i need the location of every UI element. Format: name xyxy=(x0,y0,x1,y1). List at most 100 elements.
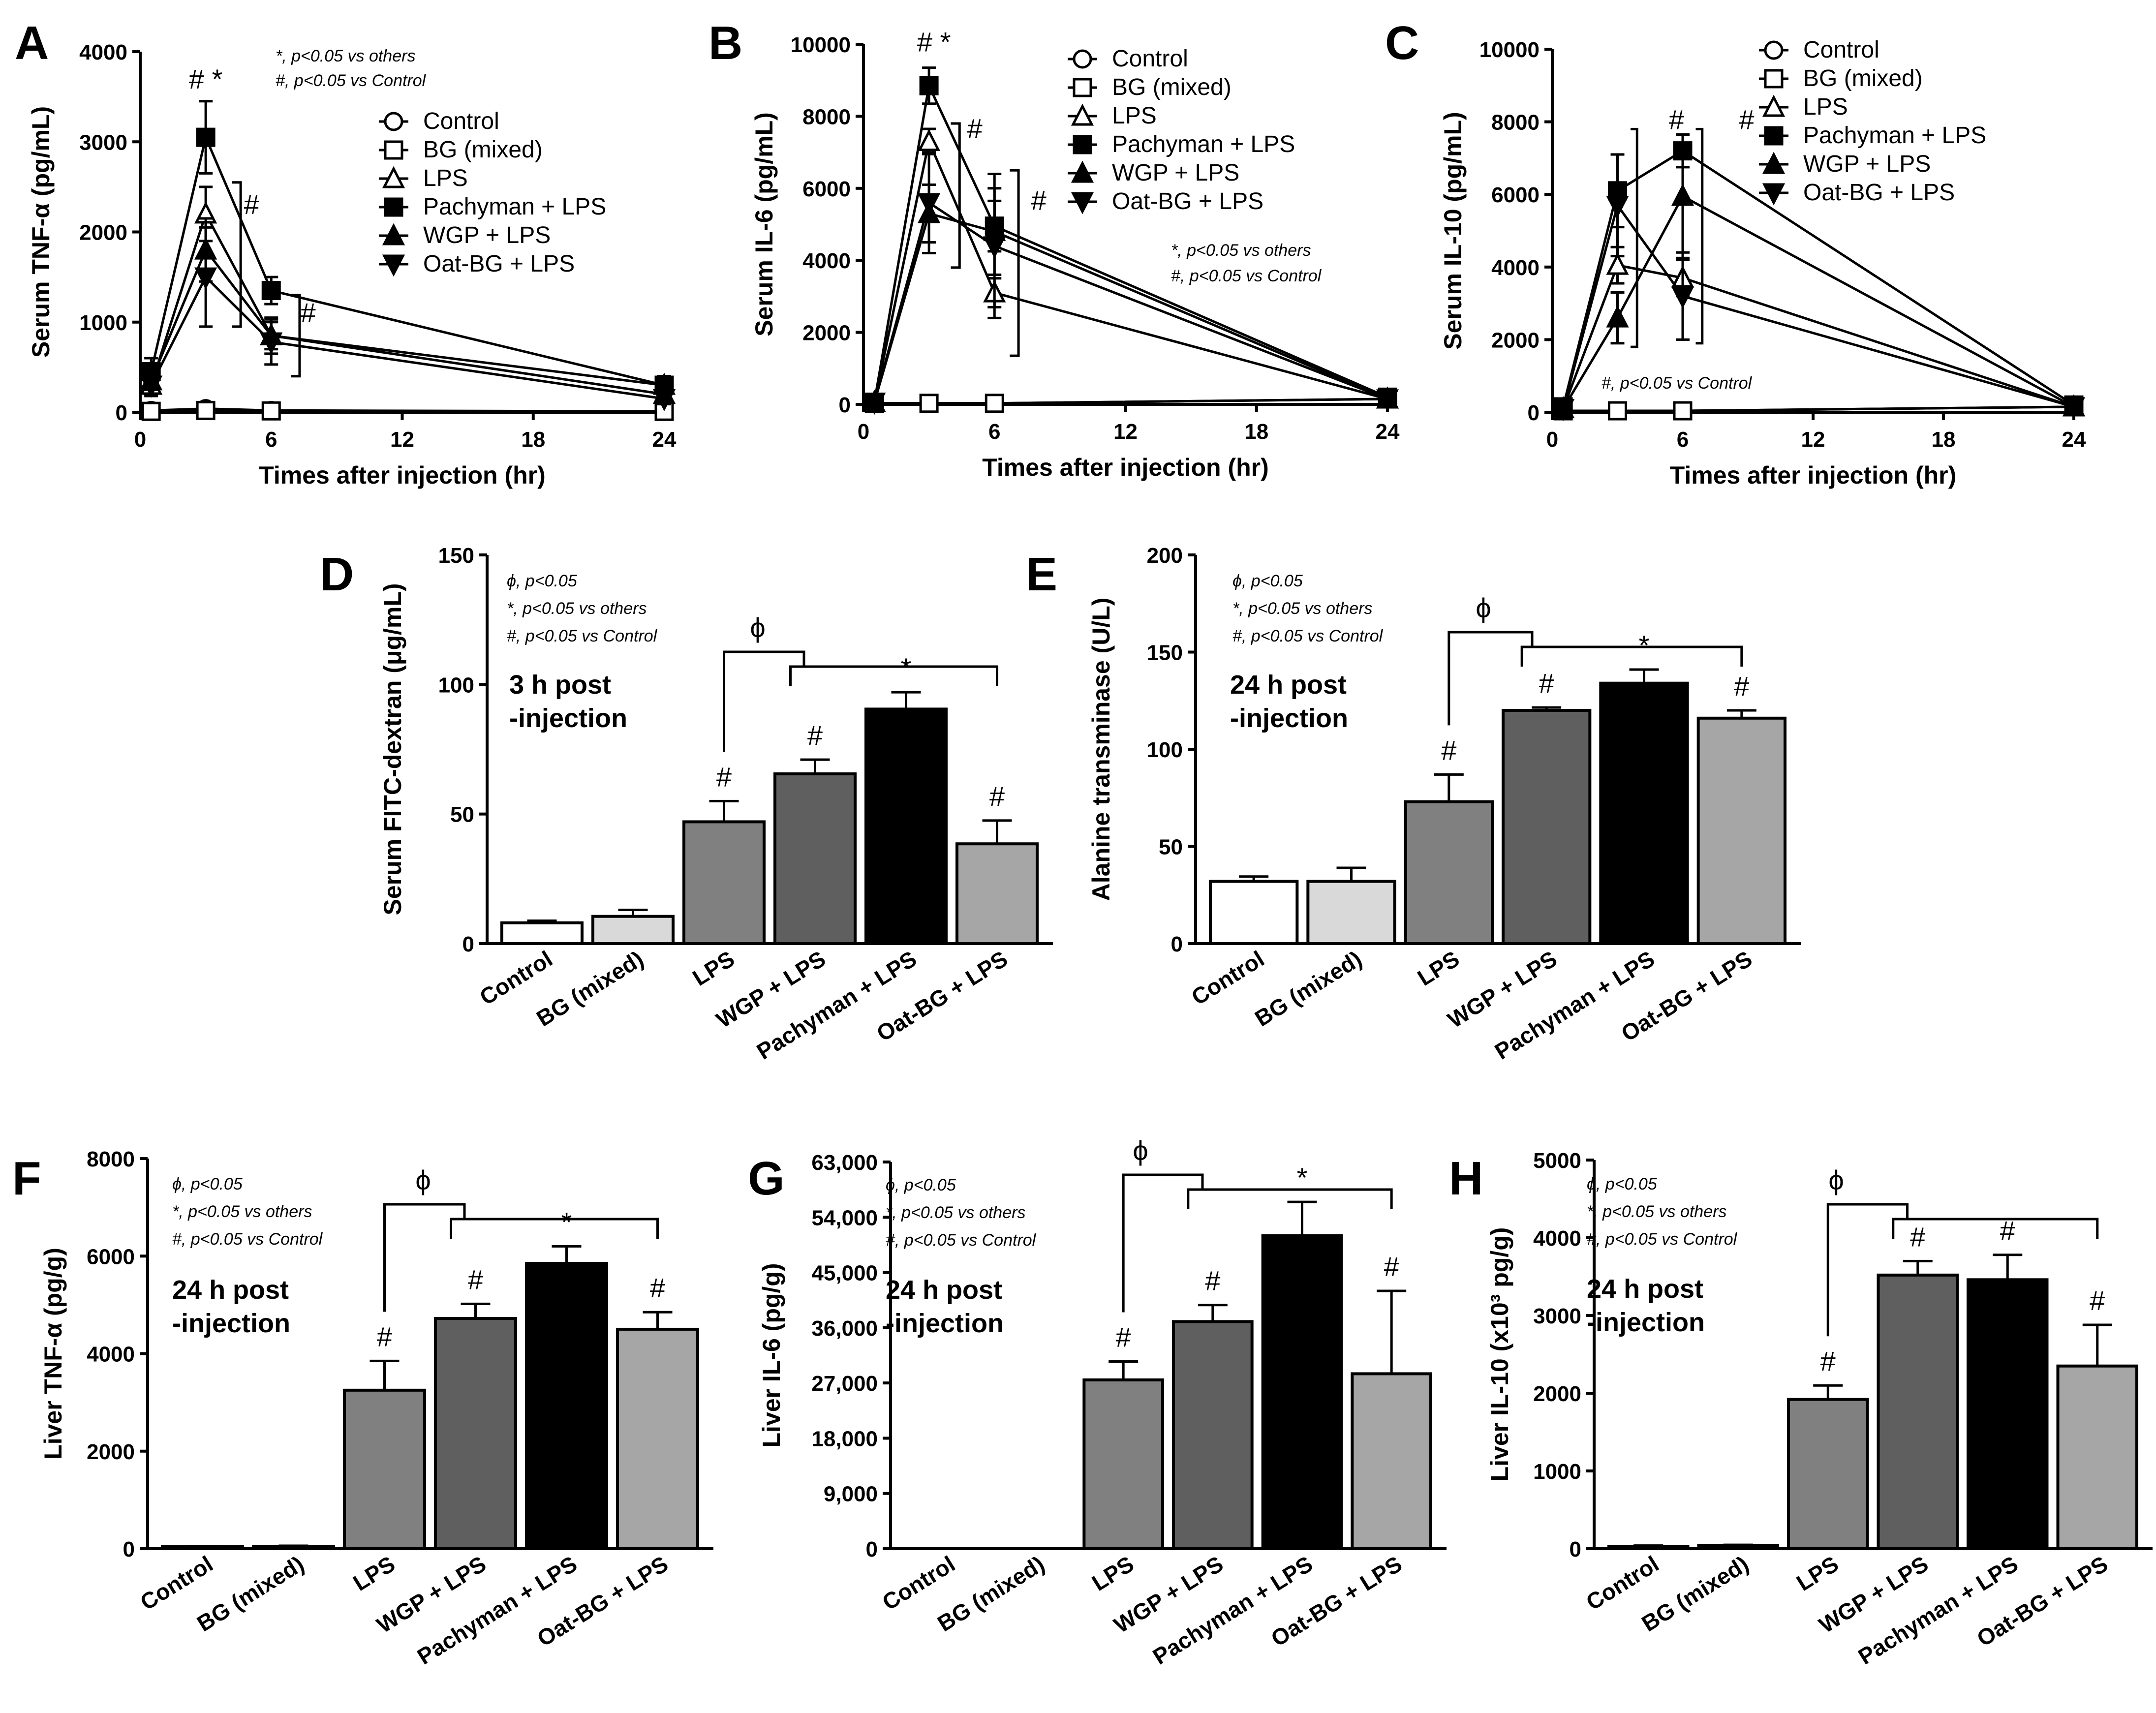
significance-marker: # xyxy=(1031,185,1047,216)
series-line xyxy=(1562,202,2074,409)
y-tick-label: 6000 xyxy=(1491,183,1540,207)
bar xyxy=(500,921,584,946)
bracket xyxy=(1010,169,1020,357)
y-tick-label: 2000 xyxy=(1533,1382,1581,1406)
significance-note: *, p<0.05 vs others xyxy=(1587,1202,1726,1221)
legend-marker xyxy=(384,140,403,160)
series-bg-mixed- xyxy=(864,389,1397,413)
category-label: Pachyman + LPS xyxy=(413,1551,582,1669)
legend-marker xyxy=(1071,160,1094,183)
y-axis-title: Liver IL-6 (pg/g) xyxy=(758,1263,785,1448)
bar xyxy=(343,1388,426,1550)
significance-note: *, p<0.05 vs others xyxy=(276,47,415,65)
legend-marker xyxy=(1071,192,1094,214)
significance-marker: # xyxy=(967,113,983,144)
x-tick-label: 18 xyxy=(521,428,545,452)
series-line xyxy=(873,212,1388,403)
bar-significance: # xyxy=(1441,734,1456,765)
series-line xyxy=(150,275,665,400)
series-line xyxy=(1562,264,2074,409)
x-tick-label: 6 xyxy=(1677,428,1689,452)
bar-significance: # xyxy=(1910,1221,1925,1252)
panel-letter: H xyxy=(1449,1152,1483,1205)
y-tick-label: 6000 xyxy=(87,1245,135,1269)
phi-symbol: ϕ xyxy=(750,612,765,643)
y-tick-label: 9,000 xyxy=(824,1482,878,1506)
panel-letter: E xyxy=(1026,548,1057,601)
significance-note: #, p<0.05 vs Control xyxy=(1171,267,1322,285)
legend-label: LPS xyxy=(1112,103,1157,129)
data-point xyxy=(194,267,217,290)
data-point xyxy=(918,193,941,215)
x-tick-label: 0 xyxy=(858,420,869,444)
category-label: LPS xyxy=(1792,1551,1843,1596)
y-tick-label: 4000 xyxy=(1533,1226,1581,1251)
y-tick-label: 2000 xyxy=(802,321,851,345)
timepoint-label: 24 h post -injection xyxy=(172,1275,290,1338)
significance-note: #, p<0.05 vs Control xyxy=(1232,627,1384,645)
series-pachyman-lps xyxy=(141,100,674,396)
series-line xyxy=(874,398,1388,405)
bar xyxy=(1209,880,1299,945)
series-line xyxy=(873,81,1388,403)
series-line xyxy=(873,137,1388,403)
data-point xyxy=(1551,399,1575,422)
category-label: LPS xyxy=(1413,946,1464,991)
y-axis-title: Liver TNF-α (pg/g) xyxy=(39,1248,67,1460)
series-line xyxy=(1563,405,2074,412)
legend-label: WGP + LPS xyxy=(1803,151,1931,177)
category-label: Pachyman + LPS xyxy=(1148,1551,1317,1669)
category-label: LPS xyxy=(1087,1551,1138,1596)
category-label: BG (mixed) xyxy=(1250,946,1366,1031)
bar-significance: # xyxy=(650,1272,665,1303)
data-point xyxy=(1671,286,1694,309)
significance-note: #, p<0.05 vs Control xyxy=(507,627,658,645)
y-axis-title: Serum IL-6 (pg/mL) xyxy=(750,112,778,336)
y-tick-label: 50 xyxy=(1159,835,1183,859)
phi-bracket xyxy=(1448,631,1534,726)
y-tick-label: 4000 xyxy=(87,1343,135,1367)
significance-marker: # xyxy=(1739,104,1754,135)
legend-label: Pachyman + LPS xyxy=(1803,122,1986,149)
category-label: Pachyman + LPS xyxy=(1854,1551,2023,1669)
y-tick-label: 8000 xyxy=(802,105,851,129)
y-tick-label: 100 xyxy=(1147,738,1183,762)
bar xyxy=(773,772,857,945)
data-point xyxy=(1376,389,1399,412)
y-tick-label: 63,000 xyxy=(811,1151,878,1175)
x-tick-label: 6 xyxy=(988,420,1000,444)
data-point xyxy=(196,127,216,147)
y-tick-label: 5000 xyxy=(1533,1149,1581,1173)
bracket xyxy=(1631,127,1638,348)
data-point xyxy=(1608,401,1627,421)
significance-marker: # xyxy=(301,297,316,328)
bar xyxy=(1787,1398,1869,1550)
y-axis-title: Alanine transminase (U/L) xyxy=(1087,598,1115,901)
series-oat-bg-lps xyxy=(863,151,1399,415)
series-bg-mixed- xyxy=(141,400,674,421)
significance-note: #, p<0.05 vs Control xyxy=(1587,1230,1738,1249)
data-point xyxy=(1671,184,1694,206)
x-tick-label: 0 xyxy=(134,428,146,452)
significance-note: ϕ, p<0.05 xyxy=(1587,1175,1657,1193)
y-tick-label: 3000 xyxy=(79,130,127,154)
y-tick-label: 2000 xyxy=(87,1440,135,1464)
y-tick-label: 1000 xyxy=(1533,1460,1581,1484)
y-tick-label: 10000 xyxy=(1479,38,1540,62)
y-tick-label: 0 xyxy=(462,932,474,956)
bar xyxy=(1877,1273,1959,1551)
panel-letter: A xyxy=(15,17,49,69)
significance-note: *, p<0.05 vs others xyxy=(1171,241,1311,260)
legend-marker xyxy=(382,254,405,277)
category-label: LPS xyxy=(688,946,739,991)
x-tick-label: 24 xyxy=(1376,420,1400,444)
timepoint-line: 24 h post xyxy=(1587,1274,1703,1304)
phi-bracket xyxy=(1520,645,1743,667)
legend-marker xyxy=(384,197,403,217)
series-bg-mixed- xyxy=(1553,397,2084,421)
significance-note: *, p<0.05 vs others xyxy=(886,1203,1025,1222)
data-point xyxy=(1606,252,1629,275)
legend-marker xyxy=(1762,183,1786,206)
legend-label: Oat-BG + LPS xyxy=(1112,188,1263,214)
y-tick-label: 45,000 xyxy=(811,1261,878,1285)
